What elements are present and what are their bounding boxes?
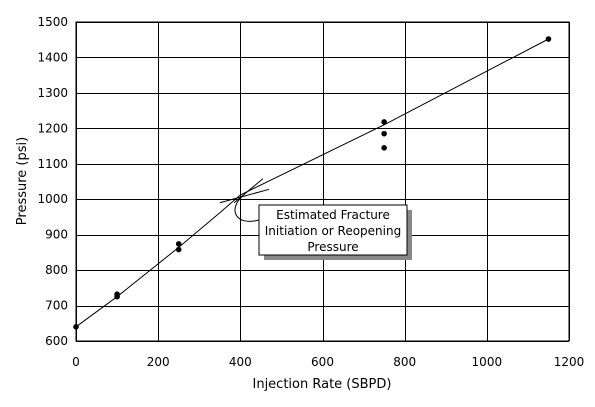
y-tick-label-3: 900 [45,228,68,242]
data-point-4 [175,241,182,247]
x-tick-label-5: 1000 [472,355,503,369]
x-tick-label-6: 1200 [554,355,585,369]
y-tick-label-7: 1300 [37,86,68,100]
y-tick-label-5: 1100 [37,157,68,171]
x-tick-labels: 0 200 400 600 800 1000 1200 [72,355,584,369]
x-tick-label-0: 0 [72,355,80,369]
x-axis-label: Injection Rate (SBPD) [253,377,392,392]
fit-line-path [75,38,549,328]
y-axis-label: Pressure (psi) [15,137,30,225]
y-tick-label-4: 1000 [37,192,68,206]
y-tick-label-9: 1500 [37,15,68,29]
tangent-line-0 [233,178,264,204]
data-point-8 [545,36,552,42]
y-tick-label-0: 600 [45,334,68,348]
data-point-5 [381,145,387,151]
data-point-2 [114,291,120,298]
x-tick-label-1: 200 [147,355,170,369]
callout-line-2: Initiation or Reopening [265,224,401,238]
callout-line-1: Estimated Fracture [276,208,390,222]
data-point-6 [381,130,387,137]
grid [76,22,570,342]
y-tick-label-2: 800 [45,263,68,277]
y-tick-label-1: 700 [45,299,68,313]
callout-line-3: Pressure [307,240,358,254]
fit-line [75,38,549,328]
tangent-lines [219,178,270,204]
y-tick-label-8: 1400 [37,50,68,64]
callout-pointer [234,196,260,222]
x-tick-label-3: 600 [311,355,334,369]
x-tick-label-2: 400 [229,355,252,369]
plot-frame [75,21,570,342]
annotation-callout: Estimated Fracture Initiation or Reopeni… [234,196,412,260]
y-tick-label-6: 1200 [37,121,68,135]
data-point-3 [175,246,182,253]
data-point-7 [381,119,387,125]
callout-box [258,204,408,256]
data-points [73,36,552,330]
tangent-line-1 [219,188,270,204]
x-tick-label-4: 800 [393,355,416,369]
y-tick-labels: 600 700 800 900 1000 1100 1200 1300 1400 1500 [37,15,68,348]
